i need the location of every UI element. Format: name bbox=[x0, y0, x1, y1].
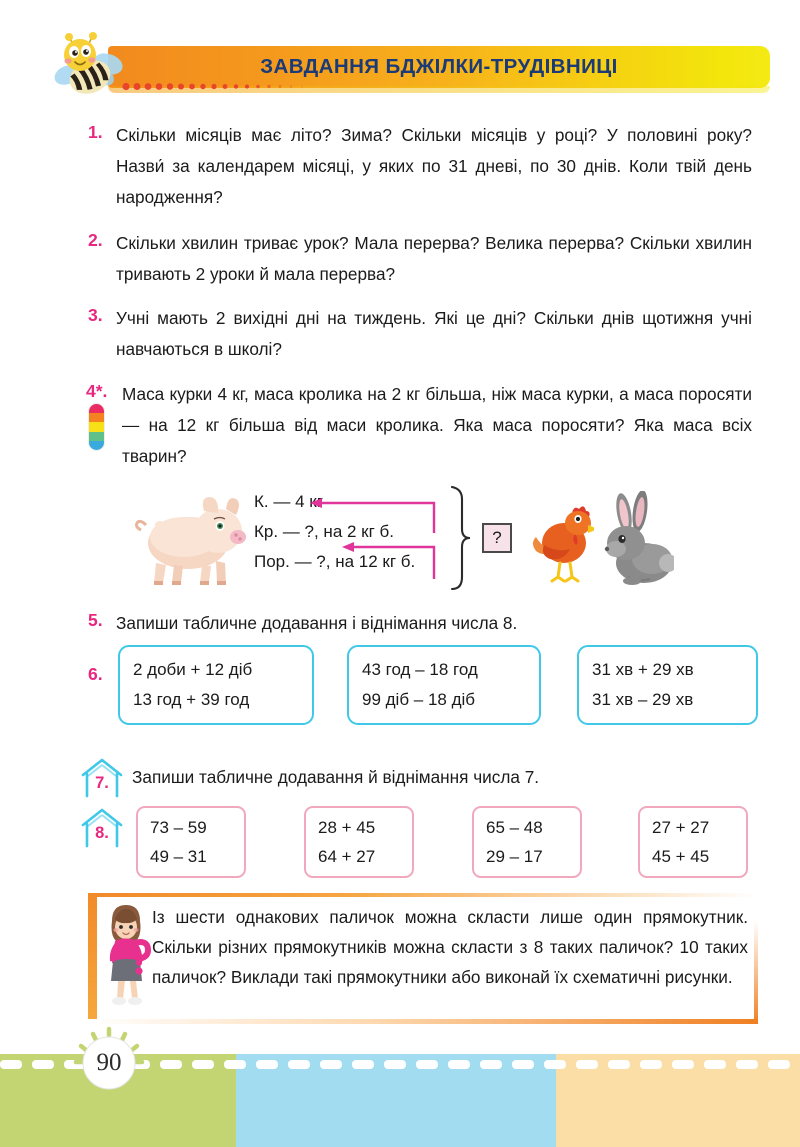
exercise-1-number: 1. bbox=[88, 122, 103, 142]
challenge-bottom-border bbox=[88, 1019, 758, 1024]
page-number: 90 bbox=[96, 1049, 122, 1076]
exercise-6-box-3[interactable]: 31 хв + 29 хв 31 хв – 29 хв bbox=[577, 645, 758, 725]
exercise-1-text: Скільки місяців має літо? Зима? Скільки … bbox=[116, 125, 752, 207]
house-8-number: 8. bbox=[95, 823, 109, 842]
box-line-2: 45 + 45 bbox=[652, 847, 710, 866]
exercise-6-box-1[interactable]: 2 доби + 12 діб 13 год + 39 год bbox=[118, 645, 314, 725]
diagram-brace bbox=[450, 485, 471, 591]
box-line-1: 31 хв + 29 хв bbox=[592, 660, 694, 679]
house-icon bbox=[81, 758, 123, 798]
girl-illustration bbox=[109, 905, 152, 1005]
page-number-ring bbox=[73, 1026, 145, 1090]
challenge-right-border bbox=[754, 921, 758, 1024]
house-icon bbox=[81, 808, 123, 848]
challenge-text: Із шести однакових паличок можна скласти… bbox=[152, 907, 748, 987]
hen-illustration bbox=[533, 506, 594, 583]
box-line-2: 31 хв – 29 хв bbox=[592, 690, 694, 709]
diagram-conditions: К. — 4 кг Кр. — ?, на 2 кг б. Пор. — ?, … bbox=[254, 487, 454, 577]
diagram-arrows bbox=[310, 498, 436, 579]
exercise-2-text: Скільки хвилин триває урок? Мала перерва… bbox=[116, 233, 752, 284]
exercise-6-box-2[interactable]: 43 год – 18 год 99 діб – 18 діб bbox=[347, 645, 541, 725]
challenge-top-border bbox=[97, 893, 758, 897]
footer-blue-block bbox=[236, 1054, 556, 1147]
exercise-6-boxes: 2 доби + 12 діб 13 год + 39 год 43 год –… bbox=[118, 645, 758, 729]
exercise-3-text: Учні мають 2 вихідні дні на тиждень. Які… bbox=[116, 308, 752, 359]
house-7-number: 7. bbox=[95, 773, 109, 792]
exercise-1: 1. Скільки місяців має літо? Зима? Скіль… bbox=[88, 120, 752, 213]
exercise-7: Запиши табличне додавання й віднімання ч… bbox=[132, 762, 752, 792]
exercise-8-box-3[interactable]: 65 – 48 29 – 17 bbox=[472, 806, 582, 878]
dotted-line-decoration bbox=[122, 82, 303, 91]
exercise-3: 3. Учні мають 2 вихідні дні на тиждень. … bbox=[88, 303, 752, 365]
box-line-1: 65 – 48 bbox=[486, 818, 543, 837]
condition-line-1: К. — 4 кг bbox=[254, 492, 323, 511]
header-banner: ЗАВДАННЯ БДЖІЛКИ-ТРУДІВНИЦІ bbox=[108, 46, 770, 93]
box-line-1: 43 год – 18 год bbox=[362, 660, 478, 679]
bee-icon bbox=[54, 32, 123, 94]
diagram-result-label: ? bbox=[492, 528, 502, 547]
exercise-8-box-4[interactable]: 27 + 27 45 + 45 bbox=[638, 806, 748, 878]
rabbit-illustration bbox=[604, 491, 674, 585]
exercise-2-number: 2. bbox=[88, 230, 103, 250]
box-line-2: 13 год + 39 год bbox=[133, 690, 250, 709]
exercise-2: 2. Скільки хвилин триває урок? Мала пере… bbox=[88, 228, 752, 290]
box-line-2: 29 – 17 bbox=[486, 847, 543, 866]
footer-orange-block bbox=[556, 1054, 800, 1147]
condition-line-2: Кр. — ?, на 2 кг б. bbox=[254, 522, 394, 541]
challenge-accent-bar bbox=[88, 893, 97, 1024]
page-footer: 90 bbox=[0, 1026, 800, 1147]
exercise-5-number: 5. bbox=[88, 610, 103, 630]
page-number-badge: 90 bbox=[72, 1026, 146, 1100]
exercise-4-number: 4*. bbox=[86, 381, 108, 401]
pig-illustration bbox=[135, 497, 246, 585]
challenge-box: Із шести однакових паличок можна скласти… bbox=[88, 893, 758, 1024]
exercise-5: 5. Запиши табличне додавання і відніманн… bbox=[88, 608, 752, 639]
problem-4-diagram: К. — 4 кг Кр. — ?, на 2 кг б. Пор. — ?, … bbox=[130, 483, 674, 597]
condition-line-3: Пор. — ?, на 12 кг б. bbox=[254, 552, 416, 571]
box-line-1: 28 + 45 bbox=[318, 818, 376, 837]
exercise-6-number: 6. bbox=[88, 664, 103, 684]
rainbow-bookmark-icon bbox=[88, 403, 105, 451]
page-header: ЗАВДАННЯ БДЖІЛКИ-ТРУДІВНИЦІ bbox=[0, 30, 800, 106]
box-line-2: 99 діб – 18 діб bbox=[362, 690, 476, 709]
page-title: ЗАВДАННЯ БДЖІЛКИ-ТРУДІВНИЦІ bbox=[260, 55, 618, 78]
exercise-5-text: Запиши табличне додавання і віднімання ч… bbox=[116, 613, 518, 633]
exercise-8-box-2[interactable]: 28 + 45 64 + 27 bbox=[304, 806, 414, 878]
exercise-8-box-1[interactable]: 73 – 59 49 – 31 bbox=[136, 806, 246, 878]
exercise-4: 4*. Маса курки 4 кг, маса кролика на 2 к… bbox=[86, 379, 752, 472]
box-line-1: 27 + 27 bbox=[652, 818, 710, 837]
box-line-1: 73 – 59 bbox=[150, 818, 207, 837]
question-mark-prop bbox=[129, 938, 152, 975]
box-line-2: 64 + 27 bbox=[318, 847, 376, 866]
exercise-8-boxes: 73 – 59 49 – 31 28 + 45 64 + 27 65 – 48 … bbox=[136, 806, 758, 880]
exercise-3-number: 3. bbox=[88, 305, 103, 325]
exercise-7-text: Запиши табличне додавання й віднімання ч… bbox=[132, 767, 540, 787]
box-line-2: 49 – 31 bbox=[150, 847, 207, 866]
exercise-4-text: Маса курки 4 кг, маса кролика на 2 кг бі… bbox=[122, 384, 752, 466]
diagram-result-box: ? bbox=[482, 523, 512, 553]
box-line-1: 2 доби + 12 діб bbox=[133, 660, 253, 679]
